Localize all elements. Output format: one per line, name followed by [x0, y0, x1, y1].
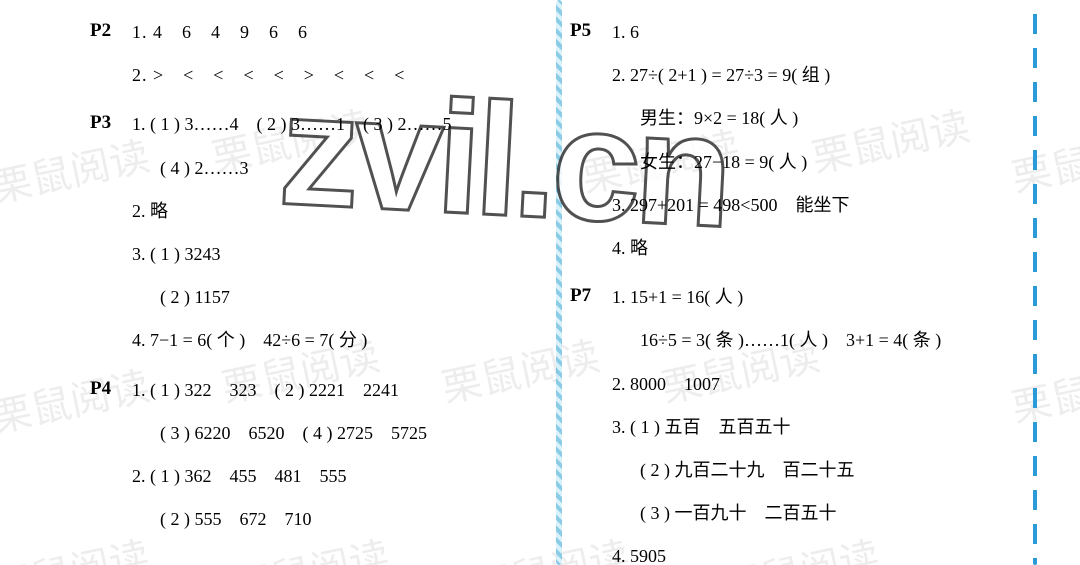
p7-line5: ( 2 ) 九百二十九 百二十五: [612, 458, 1040, 483]
section-p3: P3 1. ( 1 ) 3……4 ( 2 ) 3……1 ( 3 ) 2……5 (…: [90, 112, 520, 371]
p3-line5: ( 2 ) 1157: [132, 285, 520, 310]
p2-line2: 2. > < < < < > < < <: [132, 63, 520, 88]
page-label-p5: P5: [570, 20, 612, 279]
p5-line4: 女生：27−18 = 9( 人 ): [612, 150, 1040, 175]
p7-line6: ( 3 ) 一百九十 二百五十: [612, 501, 1040, 526]
p7-line1: 1. 15+1 = 16( 人 ): [612, 285, 1040, 310]
p3-line6: 4. 7−1 = 6( 个 ) 42÷6 = 7( 分 ): [132, 328, 520, 353]
page-root: 栗鼠阅读 栗鼠阅读 栗鼠阅读 栗鼠阅读 栗鼠阅读 栗鼠阅读 栗鼠阅读 栗鼠阅读 …: [0, 0, 1080, 565]
p7-line7: 4. 5905: [612, 544, 1040, 565]
section-p7: P7 1. 15+1 = 16( 人 ) 16÷5 = 3( 条 )……1( 人…: [570, 285, 1040, 565]
columns: P2 1. 4 6 4 9 6 6 2. > < < < < > < < < P…: [0, 0, 1080, 565]
p5-line2: 2. 27÷( 2+1 ) = 27÷3 = 9( 组 ): [612, 63, 1040, 88]
section-p4: P4 1. ( 1 ) 322 323 ( 2 ) 2221 2241 ( 3 …: [90, 378, 520, 551]
p3-line3: 2. 略: [132, 199, 520, 224]
p4-line3: 2. ( 1 ) 362 455 481 555: [132, 464, 520, 489]
page-label-p4: P4: [90, 378, 132, 551]
p4-line2: ( 3 ) 6220 6520 ( 4 ) 2725 5725: [132, 421, 520, 446]
page-label-p3: P3: [90, 112, 132, 371]
p2-line1: 1. 4 6 4 9 6 6: [132, 20, 520, 45]
p7-line3: 2. 8000 1007: [612, 372, 1040, 397]
p5-line6: 4. 略: [612, 236, 1040, 261]
p4-line4: ( 2 ) 555 672 710: [132, 507, 520, 532]
p5-line5: 3. 297+201 = 498<500 能坐下: [612, 193, 1040, 218]
p3-line2: ( 4 ) 2……3: [132, 156, 520, 181]
page-label-p2: P2: [90, 20, 132, 106]
p5-line3: 男生：9×2 = 18( 人 ): [612, 106, 1040, 131]
page-label-p7: P7: [570, 285, 612, 565]
section-p5: P5 1. 6 2. 27÷( 2+1 ) = 27÷3 = 9( 组 ) 男生…: [570, 20, 1040, 279]
right-column: P5 1. 6 2. 27÷( 2+1 ) = 27÷3 = 9( 组 ) 男生…: [530, 20, 1040, 555]
p5-line1: 1. 6: [612, 20, 1040, 45]
section-p2: P2 1. 4 6 4 9 6 6 2. > < < < < > < < <: [90, 20, 520, 106]
left-column: P2 1. 4 6 4 9 6 6 2. > < < < < > < < < P…: [90, 20, 530, 555]
p3-line4: 3. ( 1 ) 3243: [132, 242, 520, 267]
p3-line1: 1. ( 1 ) 3……4 ( 2 ) 3……1 ( 3 ) 2……5: [132, 112, 520, 137]
p4-line1: 1. ( 1 ) 322 323 ( 2 ) 2221 2241: [132, 378, 520, 403]
p7-line4: 3. ( 1 ) 五百 五百五十: [612, 415, 1040, 440]
p7-line2: 16÷5 = 3( 条 )……1( 人 ) 3+1 = 4( 条 ): [612, 328, 1040, 353]
